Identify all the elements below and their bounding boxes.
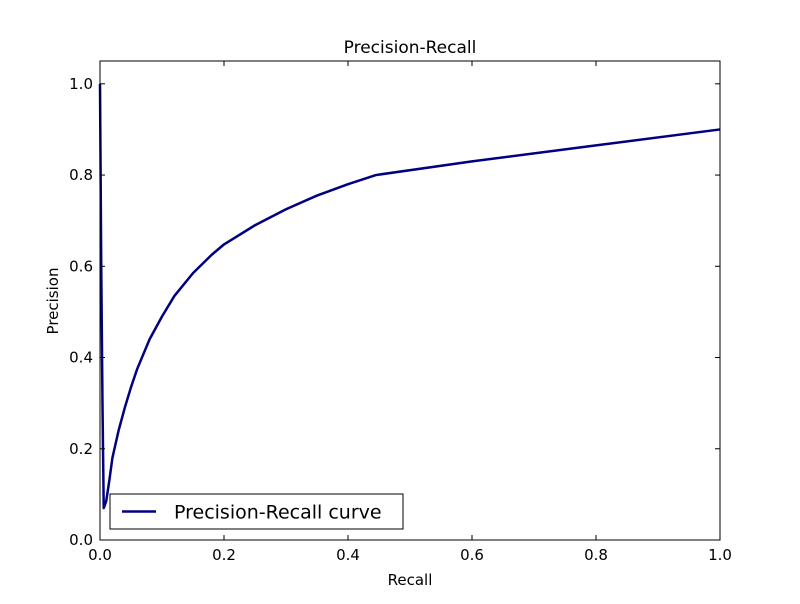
- plot-area: 0.0 0.2 0.4 0.6 0.8 1.0 0.0 0.2 0.4 0.6 0.8 1.0 Prec…: [69, 60, 732, 564]
- x-tick-label: 0.0: [88, 546, 112, 564]
- y-tick-label: 1.0: [69, 75, 93, 93]
- chart-title: Precision-Recall: [344, 38, 477, 58]
- legend-label: Precision-Recall curve: [174, 502, 382, 524]
- x-axis-label: Recall: [388, 571, 433, 589]
- y-axis-label: Precision: [44, 268, 62, 335]
- legend-box: [109, 493, 404, 530]
- y-tick-label: 0.4: [69, 349, 93, 367]
- x-tick-label: 0.6: [460, 546, 484, 564]
- y-tick-label: 0.8: [69, 166, 93, 184]
- plot-frame: [99, 60, 721, 541]
- y-tick-label: 0.0: [69, 531, 93, 549]
- x-tick-label: 1.0: [708, 546, 732, 564]
- y-tick-label: 0.2: [69, 440, 93, 458]
- y-tick-label: 0.6: [69, 257, 93, 275]
- x-tick-label: 0.8: [584, 546, 608, 564]
- series-line-0: [98, 83, 721, 510]
- x-tick-label: 0.4: [336, 546, 360, 564]
- x-tick-label: 0.2: [212, 546, 236, 564]
